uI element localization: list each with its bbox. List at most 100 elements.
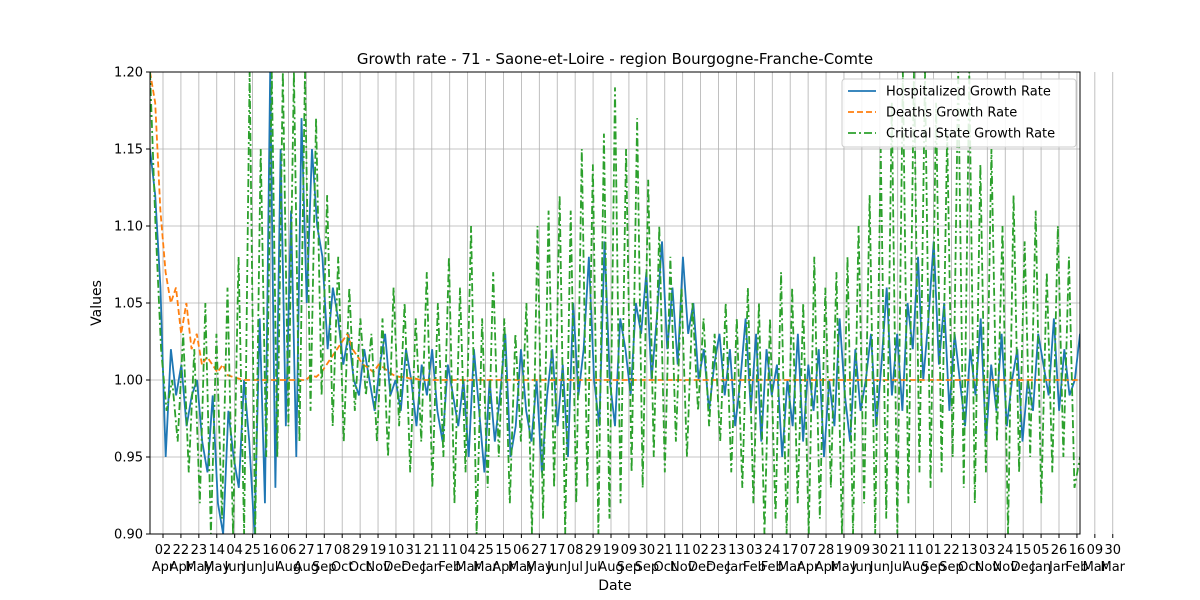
x-tick-label-day: 19: [370, 543, 387, 558]
x-tick-label-day: 15: [495, 543, 512, 558]
x-tick-label-day: 09: [854, 543, 871, 558]
x-tick-label-month: Jun: [851, 560, 872, 575]
x-tick-label-day: 06: [513, 543, 530, 558]
x-tick-label-day: 19: [836, 543, 853, 558]
x-axis-label: Date: [598, 578, 631, 594]
x-tick-label-month: Apr: [797, 560, 820, 575]
y-axis-label: Values: [89, 280, 105, 326]
x-tick-label-month: Mar: [473, 560, 498, 575]
x-tick-label-month: Jun: [241, 560, 262, 575]
x-tick-label-month: Oct: [349, 560, 371, 575]
x-tick-label-day: 27: [531, 543, 548, 558]
x-tick-label-month: Jan: [1030, 560, 1051, 575]
x-tick-label-month: Dec: [383, 560, 408, 575]
x-tick-label-day: 13: [961, 543, 978, 558]
x-tick-label-day: 28: [818, 543, 835, 558]
y-tick-label: 1.05: [114, 297, 143, 312]
x-tick-label-month: Mar: [455, 560, 480, 575]
x-tick-label-month: May: [203, 560, 230, 575]
x-tick-label-month: Oct: [958, 560, 980, 575]
x-tick-label-day: 22: [943, 543, 960, 558]
series-line-0: [150, 72, 1080, 534]
y-tick-label: 1.15: [114, 143, 143, 158]
x-tick-label-month: Aug: [276, 560, 301, 575]
x-tick-label-day: 13: [728, 543, 745, 558]
legend-label: Hospitalized Growth Rate: [886, 85, 1051, 100]
x-tick-label-day: 02: [692, 543, 709, 558]
x-tick-label-day: 03: [746, 543, 763, 558]
x-tick-label-day: 08: [567, 543, 584, 558]
x-tick-label-month: Sep: [312, 560, 337, 575]
series-layer: [150, 72, 1080, 534]
x-tick-label-day: 25: [244, 543, 261, 558]
x-tick-label-month: Apr: [492, 560, 515, 575]
series-line-2: [150, 72, 1080, 534]
y-tick-label: 1.20: [114, 66, 143, 81]
x-tick-label-month: Aug: [903, 560, 928, 575]
x-tick-label-month: Aug: [294, 560, 319, 575]
x-tick-label-day: 10: [388, 543, 405, 558]
x-tick-label-day: 16: [1069, 543, 1086, 558]
x-tick-label-day: 21: [424, 543, 441, 558]
y-tick-label: 0.90: [114, 528, 143, 543]
series-line-1: [150, 72, 1080, 381]
chart-title: Growth rate - 71 - Saone-et-Loire - regi…: [357, 50, 873, 68]
x-tick-label-month: May: [185, 560, 212, 575]
x-tick-label-month: Dec: [688, 560, 713, 575]
x-tick-label-month: Jul: [584, 560, 601, 575]
x-tick-label-day: 23: [191, 543, 208, 558]
x-tick-label-month: Mar: [1083, 560, 1108, 575]
x-tick-label-day: 05: [1033, 543, 1050, 558]
x-tick-label-month: Jun: [224, 560, 245, 575]
x-tick-label-day: 21: [889, 543, 906, 558]
x-tick-label-month: Sep: [617, 560, 642, 575]
x-tick-label-day: 11: [441, 543, 458, 558]
x-tick-label-month: Sep: [939, 560, 964, 575]
x-tick-label-day: 26: [1051, 543, 1068, 558]
x-tick-label-day: 02: [155, 543, 172, 558]
x-tick-label-day: 31: [406, 543, 423, 558]
x-tick-label-day: 04: [226, 543, 243, 558]
x-tick-label-day: 09: [621, 543, 638, 558]
x-tick-label-month: Nov: [975, 560, 1001, 575]
x-tick-label-day: 17: [549, 543, 566, 558]
x-tick-label-day: 09: [1087, 543, 1104, 558]
y-tick-label: 1.00: [114, 374, 143, 389]
x-tick-label-day: 24: [764, 543, 781, 558]
y-tick-label: 0.95: [114, 451, 143, 466]
x-tick-label-day: 27: [298, 543, 315, 558]
legend-label: Deaths Growth Rate: [886, 106, 1017, 121]
y-axis-ticks: 0.90 0.95 1.00 1.05 1.10 1.15 1.20: [114, 66, 150, 543]
x-tick-label-month: Feb: [438, 560, 461, 575]
x-tick-label-month: May: [526, 560, 553, 575]
x-tick-label-month: Feb: [743, 560, 766, 575]
x-tick-label-day: 29: [585, 543, 602, 558]
x-tick-label-day: 15: [1015, 543, 1032, 558]
x-tick-label-day: 17: [316, 543, 333, 558]
x-tick-label-month: Aug: [598, 560, 623, 575]
x-tick-label-day: 30: [872, 543, 889, 558]
legend-label: Critical State Growth Rate: [886, 127, 1055, 142]
x-tick-label-month: Apr: [815, 560, 838, 575]
x-tick-label-day: 21: [656, 543, 673, 558]
x-tick-label-month: Jan: [725, 560, 746, 575]
x-tick-label-month: Sep: [635, 560, 660, 575]
x-tick-label-day: 07: [800, 543, 817, 558]
x-tick-label-month: May: [508, 560, 535, 575]
x-tick-label-month: Nov: [365, 560, 391, 575]
x-tick-label-day: 22: [173, 543, 190, 558]
x-tick-label-day: 17: [782, 543, 799, 558]
x-tick-label-month: Feb: [1065, 560, 1088, 575]
x-tick-label-month: Sep: [921, 560, 946, 575]
x-tick-label-month: Nov: [993, 560, 1019, 575]
x-tick-label-month: Jun: [546, 560, 567, 575]
x-tick-label-month: Mar: [778, 560, 803, 575]
x-tick-label-month: Nov: [670, 560, 696, 575]
x-tick-label-month: Jul: [262, 560, 279, 575]
x-tick-label-month: Apr: [170, 560, 193, 575]
x-tick-label-month: Jul: [566, 560, 583, 575]
x-tick-label-month: Oct: [654, 560, 676, 575]
x-tick-label-day: 16: [262, 543, 279, 558]
y-tick-label: 1.10: [114, 220, 143, 235]
